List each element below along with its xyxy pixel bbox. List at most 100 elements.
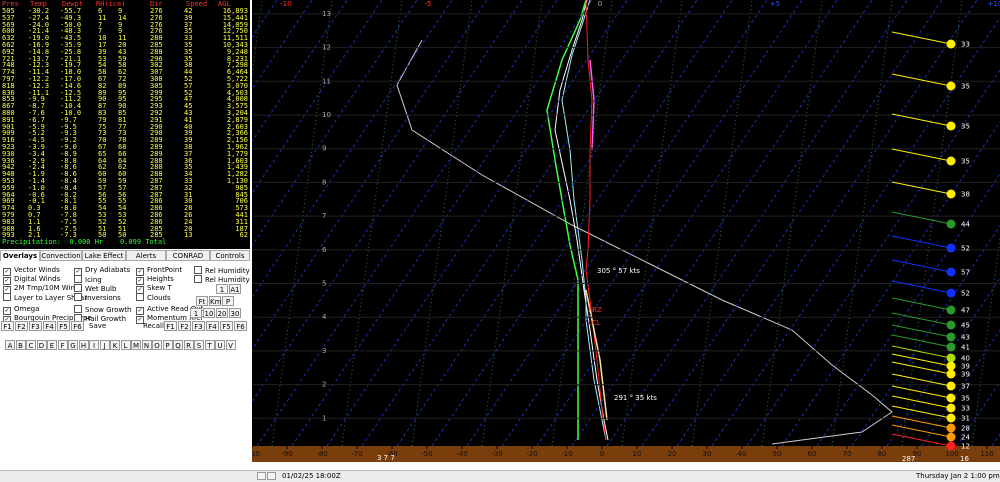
table-cell: -3.4: [28, 149, 45, 158]
letter-key[interactable]: M: [131, 340, 141, 350]
checkbox[interactable]: ✓ Vector Winds: [3, 266, 60, 276]
checkbox-box[interactable]: [3, 293, 11, 301]
checkbox[interactable]: Rel Humidity: [194, 266, 250, 275]
unit-button[interactable]: Km: [209, 296, 222, 306]
letter-key[interactable]: E: [47, 340, 57, 350]
table-cell: 72: [118, 75, 127, 83]
checkbox-box[interactable]: ✓: [3, 277, 11, 285]
checkbox-label: Digital Winds: [14, 275, 61, 283]
letter-key[interactable]: L: [120, 340, 131, 350]
recall-key[interactable]: F1: [164, 321, 177, 331]
checkbox[interactable]: Layer to Layer Shear: [3, 293, 87, 302]
letter-key[interactable]: I: [89, 340, 99, 350]
unit-button[interactable]: 30: [229, 308, 241, 318]
tab[interactable]: CONRAD: [166, 250, 210, 261]
save-key[interactable]: F5: [57, 321, 70, 331]
letter-key[interactable]: G: [68, 340, 78, 350]
unit-button[interactable]: 10: [203, 308, 215, 318]
annotation: 291 ° 35 kts: [614, 394, 657, 402]
checkbox-box[interactable]: [74, 275, 82, 283]
recall-key[interactable]: F5: [220, 321, 233, 331]
letter-key[interactable]: O: [152, 340, 162, 350]
recall-key[interactable]: F2: [178, 321, 191, 331]
table-cell: 289: [150, 149, 163, 158]
save-key[interactable]: F4: [43, 321, 56, 331]
letter-key[interactable]: H: [78, 340, 89, 350]
recall-key[interactable]: F3: [192, 321, 205, 331]
table-cell: 28: [184, 204, 193, 213]
checkbox[interactable]: Clouds: [136, 293, 171, 302]
bottom-tick-label: 50: [773, 450, 782, 458]
checkbox-box[interactable]: ✓: [3, 268, 11, 276]
table-cell: 67: [98, 143, 107, 151]
checkbox-box[interactable]: ✓: [136, 277, 144, 285]
table-cell: 936: [2, 156, 15, 165]
checkbox-box[interactable]: [74, 305, 82, 313]
letter-key[interactable]: A: [5, 340, 15, 350]
checkbox-box[interactable]: ✓: [136, 268, 144, 276]
letter-key[interactable]: N: [141, 340, 152, 350]
checkbox-box[interactable]: [194, 266, 202, 274]
checkbox-box[interactable]: [74, 284, 82, 292]
letter-key[interactable]: T: [204, 340, 215, 350]
tab[interactable]: Convection: [40, 250, 82, 261]
save-key[interactable]: F1: [1, 321, 14, 331]
letter-key[interactable]: S: [194, 340, 204, 350]
checkbox[interactable]: ✓ Dry Adiabats: [74, 266, 130, 276]
table-cell: 979: [2, 211, 15, 219]
letter-key[interactable]: B: [15, 340, 26, 350]
tab[interactable]: Alerts: [126, 250, 166, 261]
save-key[interactable]: F6: [71, 321, 84, 331]
letter-key[interactable]: C: [26, 340, 36, 350]
checkbox[interactable]: Snow Growth: [74, 305, 131, 314]
unit-button[interactable]: Ft: [196, 296, 208, 306]
table-cell: 73: [118, 129, 127, 138]
checkbox[interactable]: Inversions: [74, 293, 121, 302]
recall-key[interactable]: F4: [206, 321, 219, 331]
unit-button[interactable]: 1: [216, 284, 228, 294]
checkbox[interactable]: Rel Humidity (Ice): [194, 275, 268, 284]
letter-key[interactable]: K: [110, 340, 120, 350]
unit-button[interactable]: 20: [216, 308, 228, 318]
checkbox[interactable]: ✓ Omega: [3, 305, 39, 315]
unit-button[interactable]: P: [222, 296, 234, 306]
checkbox-box[interactable]: ✓: [136, 307, 144, 315]
save-key[interactable]: F2: [15, 321, 28, 331]
checkbox-box[interactable]: [136, 293, 144, 301]
unit-button[interactable]: 1: [190, 308, 202, 318]
letter-key[interactable]: P: [162, 340, 173, 350]
checkbox[interactable]: ✓ Active Read Out: [136, 305, 203, 315]
letter-key[interactable]: V: [225, 340, 236, 350]
letter-key[interactable]: Q: [173, 340, 183, 350]
letter-key[interactable]: U: [215, 340, 225, 350]
checkbox[interactable]: ✓ Heights: [136, 275, 174, 285]
next-button[interactable]: [267, 472, 276, 480]
table-cell: 305: [150, 81, 163, 90]
tab[interactable]: Lake Effect: [82, 250, 126, 261]
checkbox-box[interactable]: [194, 275, 202, 283]
letter-key[interactable]: F: [57, 340, 68, 350]
checkbox[interactable]: Wet Bulb: [74, 284, 116, 293]
unit-button[interactable]: A1: [229, 284, 241, 294]
annotation: 305 ° 57 kts: [597, 267, 640, 275]
tab[interactable]: Controls: [210, 250, 250, 261]
recall-key[interactable]: F6: [234, 321, 247, 331]
table-cell: -9.2: [60, 136, 77, 145]
checkbox[interactable]: Icing: [74, 275, 102, 284]
checkbox-box[interactable]: ✓: [3, 307, 11, 315]
checkbox[interactable]: ✓ Momentum Xfer: [136, 314, 204, 324]
table-header: RH(ice): [96, 0, 126, 8]
tab[interactable]: Overlays: [0, 250, 40, 261]
letter-key[interactable]: J: [99, 340, 110, 350]
checkbox-box[interactable]: ✓: [136, 316, 144, 324]
save-key[interactable]: F3: [29, 321, 42, 331]
letter-key[interactable]: D: [36, 340, 47, 350]
checkbox[interactable]: ✓ 2M Tmp/10M Wind: [3, 284, 79, 294]
prev-button[interactable]: [257, 472, 266, 480]
checkbox[interactable]: ✓ Skew T: [136, 284, 172, 294]
checkbox-box[interactable]: [74, 293, 82, 301]
letter-key[interactable]: R: [183, 340, 194, 350]
checkbox[interactable]: ✓ FrontPoint: [136, 266, 182, 276]
table-cell: 289: [150, 136, 163, 145]
checkbox[interactable]: ✓ Digital Winds: [3, 275, 61, 285]
